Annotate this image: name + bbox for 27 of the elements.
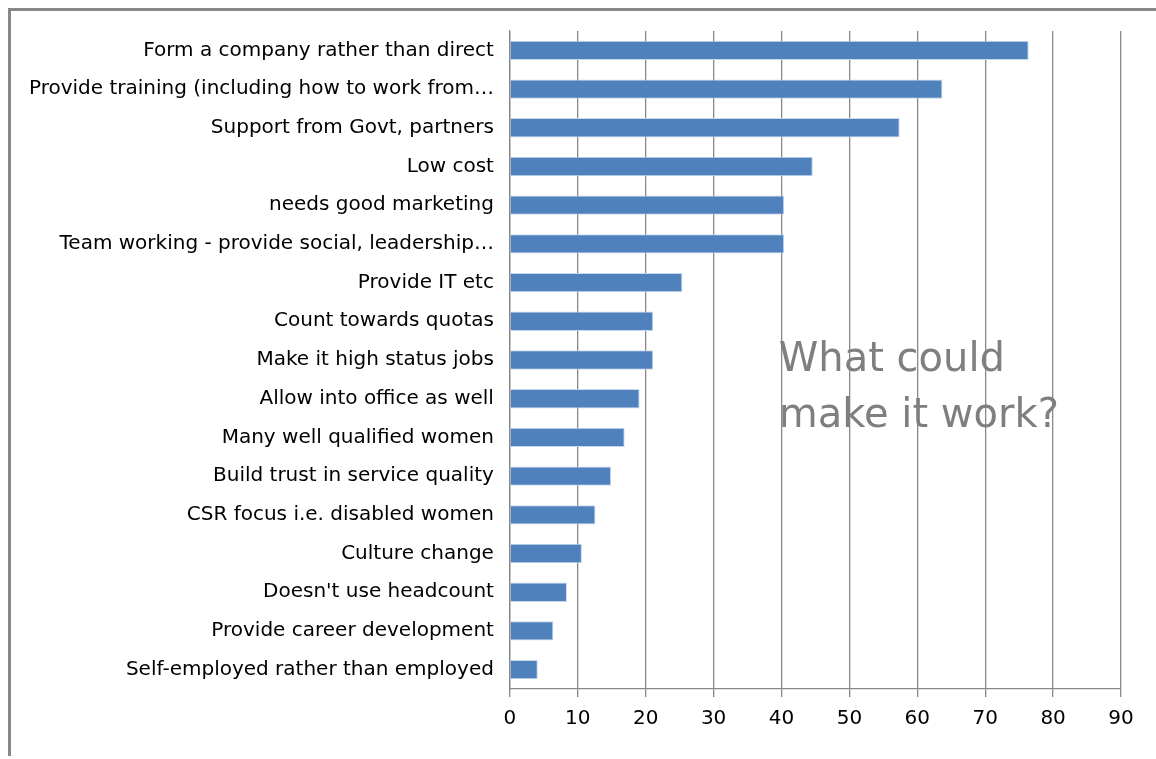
x-tick-label: 50 [836, 705, 863, 730]
x-tick-label: 60 [904, 705, 931, 730]
x-tick-label: 30 [700, 705, 727, 730]
y-tick-label: Team working - provide social, leadership… [58, 230, 494, 255]
y-tick-label: Culture change [341, 539, 494, 564]
y-tick-label: Provide IT etc [357, 268, 494, 293]
y-tick-label: Self-employed rather than employed [125, 655, 494, 680]
y-tick-label: Form a company rather than direct [143, 36, 495, 61]
y-tick-label: CSR focus i.e. disabled women [186, 501, 494, 526]
x-tick-label: 90 [1108, 705, 1134, 730]
y-tick-label: Many well qualified women [221, 423, 494, 448]
y-tick-label: Low cost [406, 152, 495, 177]
y-tick-label: needs good marketing [269, 191, 494, 216]
x-tick-label: 70 [972, 705, 998, 730]
y-tick-label: Doesn't use headcount [263, 578, 495, 603]
x-tick-label: 10 [565, 705, 591, 730]
y-tick-label: Make it high status jobs [256, 346, 494, 371]
x-tick-label: 20 [632, 705, 659, 730]
y-tick-label: Build trust in service quality [212, 462, 495, 487]
x-tick-label: 0 [503, 705, 517, 730]
y-tick-label: Provide training (including how to work from… [29, 75, 494, 100]
y-tick-label: Allow into office as well [259, 384, 494, 409]
y-tick-label: Count towards quotas [274, 307, 494, 332]
x-tick-label: 80 [1040, 705, 1066, 730]
y-tick-label: Provide career development [211, 617, 495, 642]
y-tick-label: Support from Govt, partners [210, 113, 494, 138]
x-tick-label: 40 [768, 705, 795, 730]
